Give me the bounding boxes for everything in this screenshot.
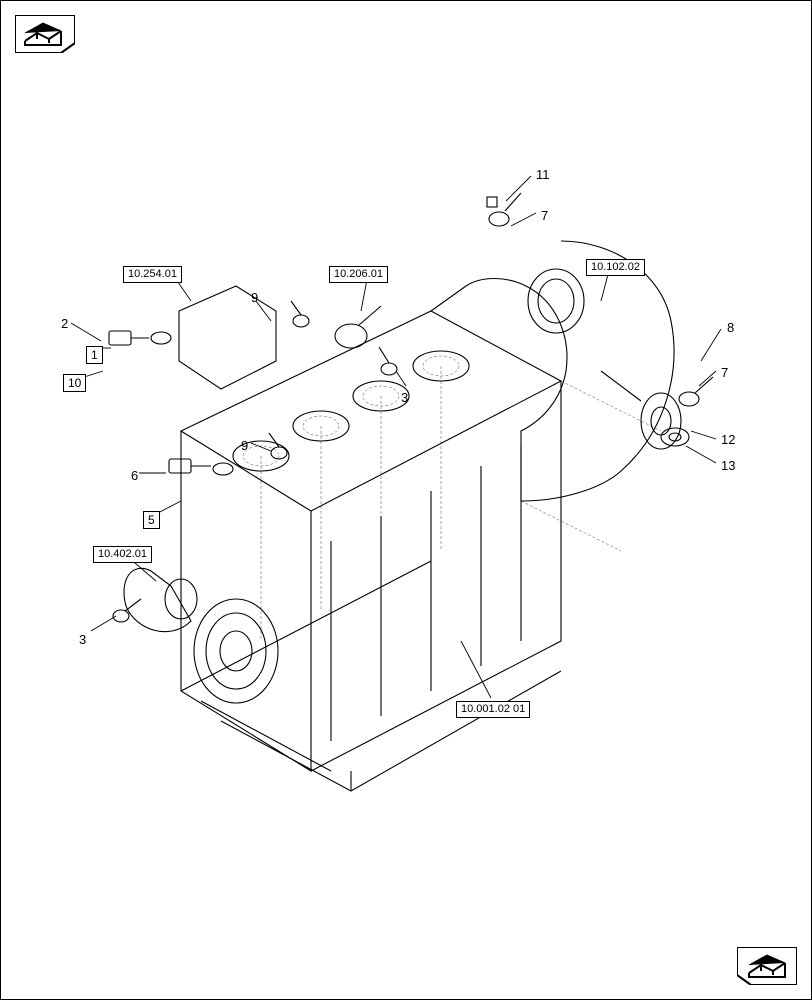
- section-ref: 10.102.02: [586, 259, 645, 276]
- section-ref: 10.402.01: [93, 546, 152, 563]
- callout-12: 12: [721, 433, 735, 446]
- section-ref: 10.254.01: [123, 266, 182, 283]
- callout-9: 9: [251, 291, 258, 304]
- callout-3: 3: [401, 391, 408, 404]
- callout-9: 9: [241, 439, 248, 452]
- callout-7: 7: [541, 209, 548, 222]
- callout-10: 10: [63, 374, 86, 392]
- callout-3: 3: [79, 633, 86, 646]
- callout-1: 1: [86, 346, 103, 364]
- callout-11: 11: [536, 168, 550, 181]
- callout-7: 7: [721, 366, 728, 379]
- callout-2: 2: [61, 317, 68, 330]
- section-ref: 10.206.01: [329, 266, 388, 283]
- callout-8: 8: [727, 321, 734, 334]
- section-ref: 10.001.02 01: [456, 701, 530, 718]
- callout-6: 6: [131, 469, 138, 482]
- engine-block-drawing: [1, 1, 812, 1001]
- callout-13: 13: [721, 459, 735, 472]
- diagram-page: 10.254.01 10.206.01 10.102.02 10.402.01 …: [0, 0, 812, 1000]
- callout-5: 5: [143, 511, 160, 529]
